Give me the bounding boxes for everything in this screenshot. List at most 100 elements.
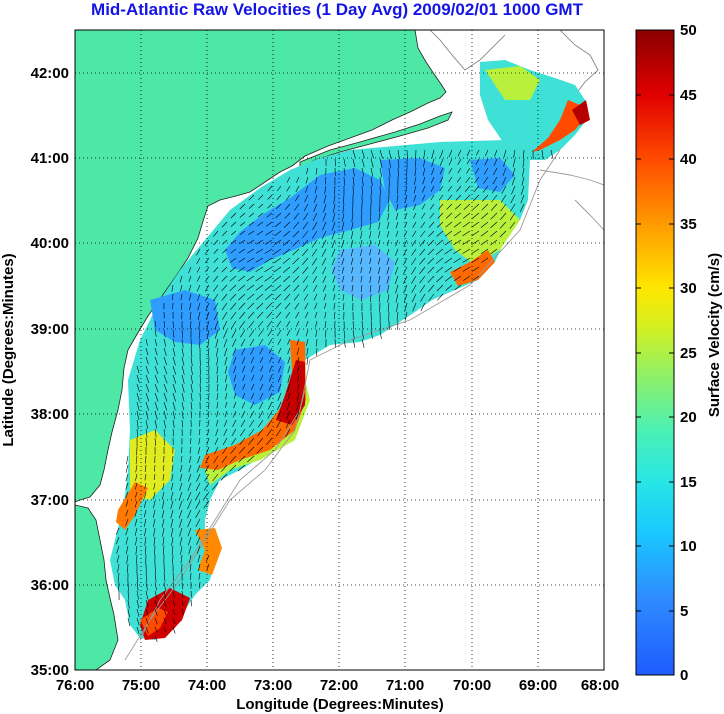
velocity-vector (116, 545, 120, 554)
velocity-vector (352, 176, 355, 186)
velocity-vector (232, 338, 237, 347)
velocity-vector (154, 545, 156, 556)
velocity-vector (145, 365, 149, 374)
velocity-vector (430, 176, 435, 184)
velocity-vector (295, 311, 300, 319)
velocity-vector (251, 383, 255, 391)
velocity-vector (180, 293, 183, 301)
velocity-vector (181, 608, 184, 616)
velocity-vector (275, 428, 282, 437)
velocity-vector (136, 410, 140, 420)
velocity-vector (370, 329, 373, 339)
velocity-vector (284, 212, 291, 219)
velocity-vector (284, 203, 291, 210)
velocity-vector (283, 221, 291, 228)
velocity-vector (411, 275, 417, 284)
velocity-vector (205, 284, 210, 292)
velocity-vector (285, 311, 291, 319)
velocity-vector (205, 257, 210, 264)
velocity-vector (541, 149, 544, 159)
velocity-vector (273, 275, 282, 282)
velocity-vector (135, 491, 138, 498)
velocity-vector (163, 374, 168, 384)
velocity-vector (145, 590, 149, 600)
velocity-vector (453, 275, 462, 282)
velocity-vector (181, 410, 184, 419)
velocity-vector (188, 284, 192, 292)
velocity-vector (439, 167, 444, 175)
velocity-vector (472, 266, 480, 272)
velocity-vector (181, 392, 185, 402)
velocity-vector (293, 293, 300, 301)
velocity-vector (238, 455, 246, 463)
velocity-vector (314, 302, 318, 310)
velocity-vector (397, 185, 399, 195)
velocity-vector (247, 248, 255, 254)
velocity-vector (315, 176, 318, 185)
velocity-vector (439, 176, 444, 183)
velocity-vector (378, 248, 381, 255)
velocity-vector (250, 401, 255, 409)
velocity-vector (369, 230, 372, 239)
velocity-vector (172, 356, 176, 366)
velocity-vector (463, 275, 471, 281)
velocity-vector (379, 329, 382, 339)
velocity-vector (207, 347, 210, 357)
velocity-vector (153, 500, 156, 509)
velocity-vector (480, 221, 489, 228)
velocity-vector (247, 446, 255, 454)
velocity-vector (464, 185, 471, 192)
velocity-vector (195, 482, 201, 491)
velocity-vector (379, 185, 381, 195)
velocity-vector (457, 158, 462, 165)
velocity-vector (230, 311, 237, 320)
velocity-vector (231, 437, 237, 446)
velocity-vector (293, 212, 300, 220)
velocity-vector (181, 401, 184, 411)
velocity-vector (213, 293, 219, 302)
velocity-vector (260, 374, 264, 382)
velocity-vector (249, 329, 255, 338)
velocity-vector (481, 257, 489, 263)
velocity-vector (520, 194, 525, 204)
velocity-vector (454, 203, 462, 210)
velocity-vector (241, 356, 246, 365)
velocity-vector (419, 284, 426, 293)
velocity-vector (232, 410, 237, 418)
velocity-vector (221, 293, 228, 301)
velocity-vector (352, 329, 355, 339)
velocity-vector (395, 248, 399, 256)
velocity-vector (282, 257, 291, 264)
velocity-vector (431, 158, 435, 167)
velocity-vector (322, 212, 327, 222)
velocity-vector (343, 176, 345, 186)
y-tick: 37:00 (31, 492, 69, 509)
velocity-vector (411, 266, 417, 275)
velocity-vector (444, 275, 453, 282)
velocity-vector (248, 203, 255, 209)
velocity-vector (427, 248, 435, 256)
velocity-vector (522, 158, 525, 168)
velocity-vector (265, 302, 273, 310)
velocity-vector (360, 266, 363, 273)
velocity-vector (369, 275, 372, 284)
velocity-vector (352, 203, 354, 213)
velocity-vector (287, 347, 291, 355)
velocity-vector (233, 392, 237, 399)
velocity-vector (387, 212, 390, 221)
y-tick: 41:00 (31, 150, 69, 167)
velocity-vector (238, 275, 246, 282)
velocity-vector (213, 455, 219, 464)
velocity-vector (238, 248, 246, 254)
velocity-vector (387, 221, 390, 229)
velocity-vector (115, 527, 120, 535)
velocity-vector (145, 401, 149, 411)
velocity-vector (370, 167, 374, 177)
velocity-vector (315, 329, 318, 338)
velocity-vector (172, 455, 174, 463)
velocity-vector (213, 275, 219, 282)
velocity-vector (388, 194, 390, 204)
velocity-vector (447, 185, 453, 192)
velocity-vector (296, 356, 300, 365)
velocity-vector (145, 383, 150, 393)
